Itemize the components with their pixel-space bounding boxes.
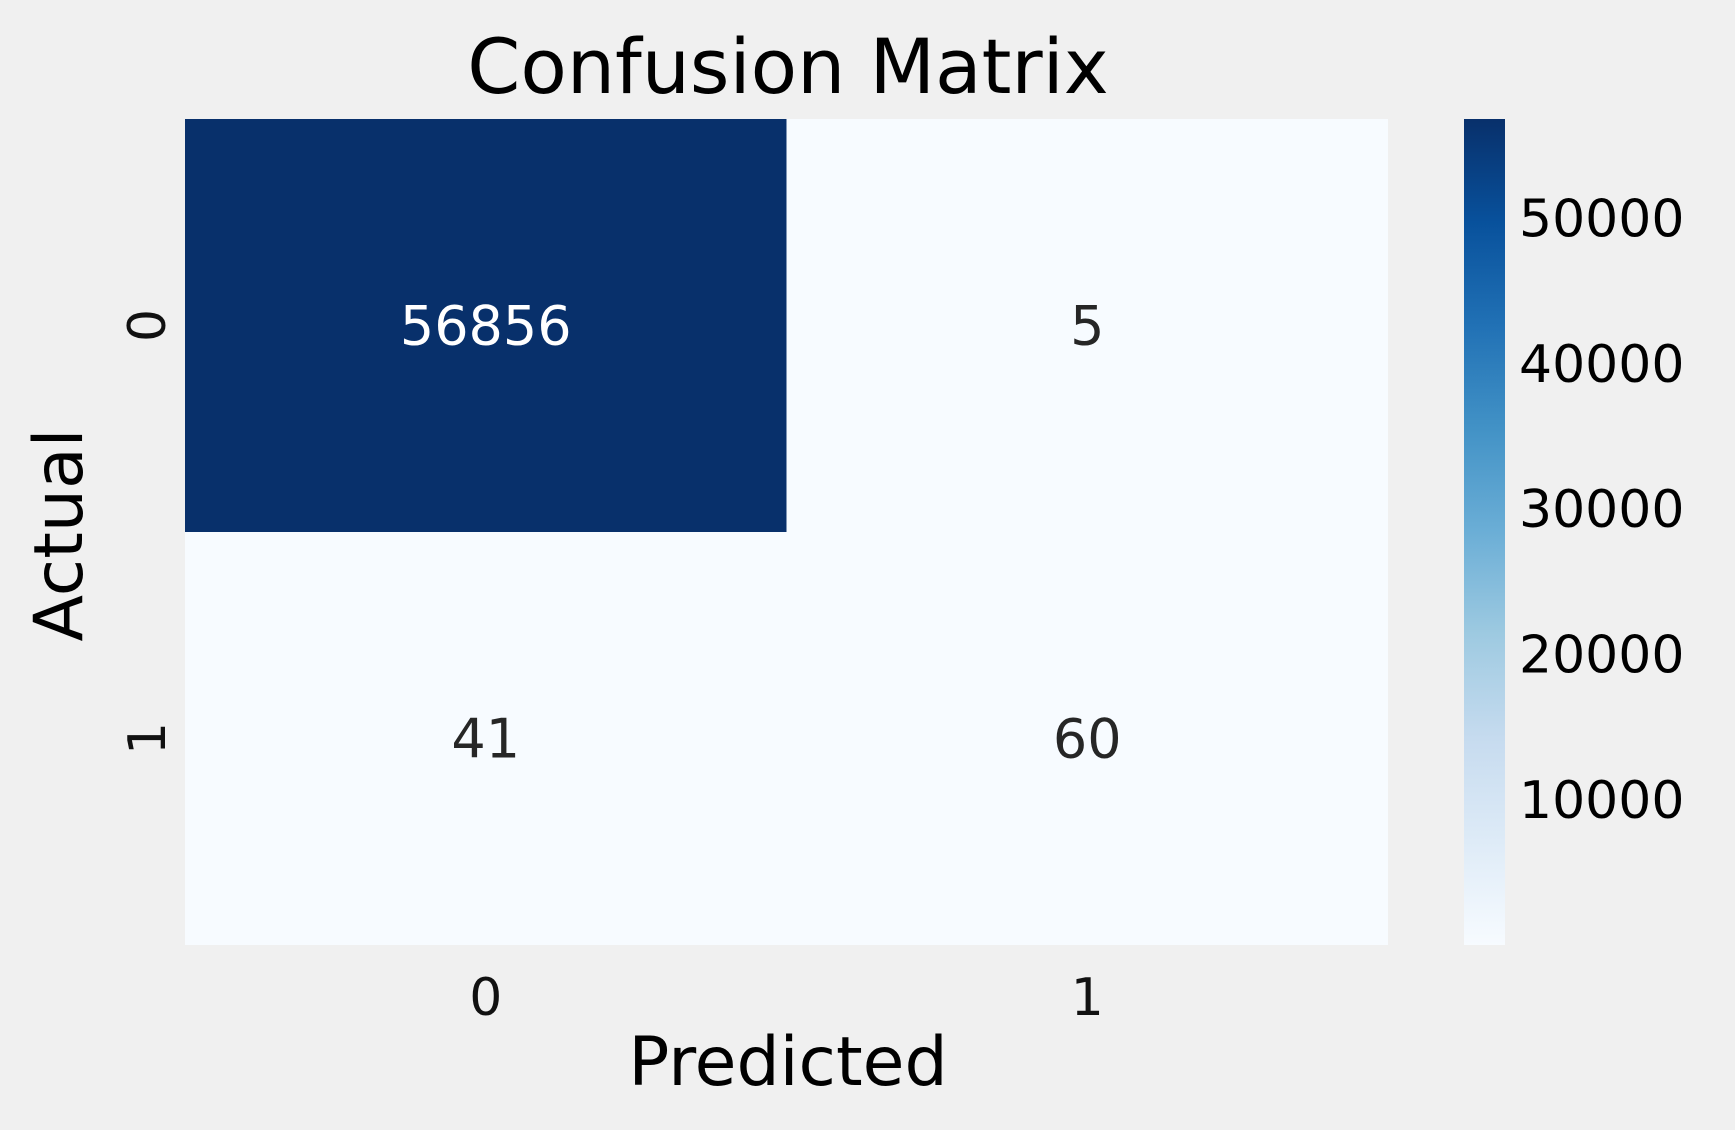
x-tick-label-0: 0 <box>469 968 502 1028</box>
heatmap-cell-r0-c1 <box>786 119 1388 532</box>
colorbar-tick-label-2: 30000 <box>1519 480 1684 540</box>
x-tick-label-1: 1 <box>1071 968 1104 1028</box>
cell-value-r1-c0: 41 <box>451 708 520 771</box>
x-axis-label: Predicted <box>628 1023 947 1102</box>
colorbar-ticks: 10000 20000 30000 40000 50000 <box>1519 190 1684 831</box>
cell-value-r0-c1: 5 <box>1070 295 1104 358</box>
y-axis-label: Actual <box>20 428 99 641</box>
heatmap-cells <box>185 119 1388 945</box>
heatmap-cell-labels: 56856 5 41 60 <box>400 295 1122 771</box>
chart-title: Confusion Matrix <box>467 22 1108 111</box>
heatmap-cell-r0-c0 <box>185 119 787 532</box>
y-tick-label-1: 1 <box>118 722 178 755</box>
heatmap-cell-r1-c1 <box>786 532 1388 945</box>
heatmap-cell-r1-c0 <box>185 532 787 945</box>
colorbar-tick-label-0: 10000 <box>1519 771 1684 831</box>
colorbar-tick-label-1: 20000 <box>1519 625 1684 685</box>
cell-value-r1-c1: 60 <box>1053 708 1122 771</box>
colorbar <box>1464 119 1505 945</box>
y-axis-ticks: 01 <box>118 309 178 755</box>
colorbar-tick-label-3: 40000 <box>1519 335 1684 395</box>
cell-value-r0-c0: 56856 <box>400 295 572 358</box>
y-tick-label-0: 0 <box>118 309 178 342</box>
colorbar-tick-label-4: 50000 <box>1519 190 1684 250</box>
